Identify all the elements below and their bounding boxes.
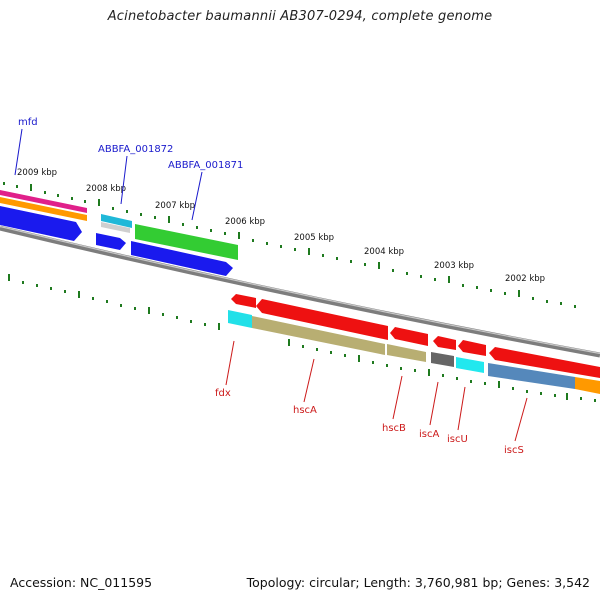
gene-label: fdx <box>215 388 231 399</box>
ruler-label: 2007 kbp <box>155 201 195 211</box>
gene-label: iscA <box>419 429 439 440</box>
gene-label: mfd <box>18 117 38 128</box>
gene-red-iscS <box>489 347 600 378</box>
lower-gene-bands <box>228 294 600 394</box>
major-tick <box>8 274 10 281</box>
gene-red-iscA <box>433 336 456 350</box>
major-tick <box>218 323 220 330</box>
gene-blue-small <box>96 233 126 250</box>
gene-khaki-hscA <box>252 316 385 355</box>
gene-cyan <box>101 214 132 228</box>
gene-light-grey <box>101 222 130 233</box>
gene-orange <box>0 197 87 221</box>
major-tick <box>378 262 380 269</box>
major-tick <box>498 381 500 388</box>
major-tick <box>238 232 240 239</box>
lower-ruler <box>8 274 596 402</box>
major-tick <box>168 216 170 223</box>
ruler-labels: 2009 kbp 2008 kbp 2007 kbp 2006 kbp 2005… <box>17 168 545 284</box>
bottom-gene-labels: fdx hscA hscB iscA iscU iscS <box>215 388 524 456</box>
gene-steelblue-iscS <box>488 363 575 389</box>
top-gene-labels: mfd ABBFA_001872 ABBFA_001871 <box>18 117 243 171</box>
ruler-label: 2009 kbp <box>17 168 57 178</box>
gene-blue-mid <box>131 241 233 276</box>
gene-label: hscB <box>382 423 406 434</box>
gene-label: ABBFA_001872 <box>98 144 173 155</box>
gene-red-iscU <box>458 340 486 356</box>
gene-green <box>135 224 238 260</box>
ruler-label: 2003 kbp <box>434 261 474 271</box>
map-title: Acinetobacter baumannii AB307-0294, comp… <box>107 9 493 24</box>
gene-khaki-hscB <box>387 344 426 362</box>
major-tick <box>518 290 520 297</box>
top-label-connectors <box>14 128 203 221</box>
major-tick <box>288 339 290 346</box>
genome-backbone <box>0 225 600 358</box>
gene-blue-left <box>0 206 82 241</box>
gene-red-fdx <box>231 294 256 308</box>
major-tick <box>78 291 80 298</box>
accession-text: Accession: NC_011595 <box>10 575 153 590</box>
major-tick <box>308 248 310 255</box>
minor-ticks <box>3 182 576 308</box>
major-tick <box>30 184 32 191</box>
major-tick <box>566 393 568 400</box>
ruler-label: 2002 kbp <box>505 274 545 284</box>
gene-cyan-iscU <box>456 357 484 373</box>
gene-cyan-fdx <box>228 310 252 328</box>
major-tick <box>98 199 100 206</box>
gene-orange-right <box>575 377 600 394</box>
ruler-label: 2004 kbp <box>364 247 404 257</box>
gene-label: hscA <box>293 405 317 416</box>
minor-ticks <box>22 281 596 402</box>
major-tick <box>148 307 150 314</box>
gene-red-hscB <box>390 327 428 346</box>
gene-label: ABBFA_001871 <box>168 160 243 171</box>
gene-pink <box>0 190 87 213</box>
major-tick <box>448 276 450 283</box>
ruler-label: 2006 kbp <box>225 217 265 227</box>
gene-grey-iscA <box>431 352 454 367</box>
ruler-label: 2008 kbp <box>86 184 126 194</box>
upper-gene-bands <box>0 190 238 276</box>
ruler-label: 2005 kbp <box>294 233 334 243</box>
bottom-label-connectors <box>225 340 528 442</box>
major-tick <box>358 355 360 362</box>
topology-summary: Topology: circular; Length: 3,760,981 bp… <box>246 575 590 590</box>
major-tick <box>428 369 430 376</box>
gene-label: iscU <box>447 434 468 445</box>
gene-red-hscA <box>256 299 388 340</box>
upper-ruler <box>3 182 576 308</box>
genome-backbone-highlight <box>0 225 600 355</box>
gene-label: iscS <box>504 445 524 456</box>
